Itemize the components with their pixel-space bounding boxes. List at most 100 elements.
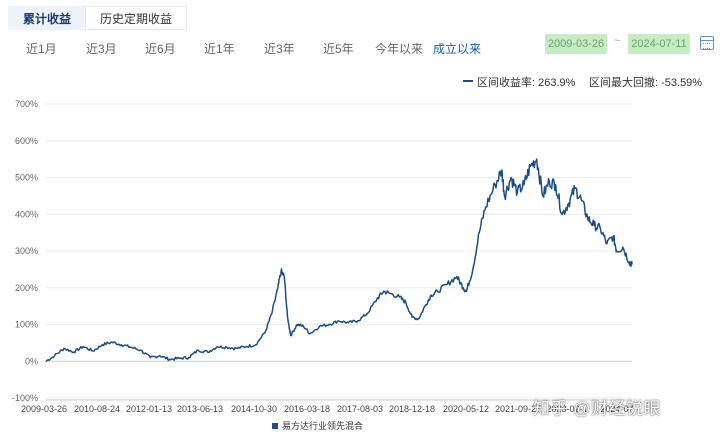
data-point — [446, 283, 448, 285]
x-tick-label: 2016-03-18 — [284, 404, 330, 414]
y-tick-label: 500% — [15, 173, 38, 183]
data-point — [226, 346, 228, 348]
chart-legend[interactable]: 易方达行业领先混合 — [272, 419, 363, 432]
data-point — [140, 349, 142, 351]
x-tick-label: 2017-08-03 — [337, 404, 383, 414]
period-4[interactable]: 近3年 — [264, 42, 295, 56]
data-point — [347, 322, 349, 324]
y-tick-label: 700% — [15, 99, 38, 109]
data-point — [580, 198, 582, 201]
x-tick-label: 2024-07 — [600, 404, 633, 414]
data-point — [574, 187, 576, 190]
calendar-icon[interactable] — [700, 36, 714, 50]
data-point — [437, 290, 439, 292]
data-point — [456, 276, 458, 278]
data-point — [283, 276, 285, 278]
y-tick-label: 300% — [15, 246, 38, 256]
data-point — [485, 206, 487, 208]
series-line[interactable] — [45, 158, 633, 362]
data-point — [366, 312, 368, 315]
data-point — [92, 350, 94, 352]
data-point — [45, 360, 47, 362]
period-6[interactable]: 今年以来 — [375, 42, 424, 56]
data-point — [338, 320, 340, 322]
start-date-field[interactable]: 2009-03-26 — [545, 34, 607, 54]
period-3[interactable]: 近1年 — [204, 42, 235, 56]
data-point — [587, 217, 589, 219]
tab-cumulative-return[interactable]: 累计收益 — [8, 6, 87, 30]
data-point — [318, 325, 321, 327]
period-5[interactable]: 近5年 — [323, 42, 354, 56]
data-point — [523, 184, 525, 186]
data-point — [382, 290, 385, 292]
data-point — [101, 344, 103, 346]
data-point — [120, 344, 122, 346]
period-2[interactable]: 近6月 — [145, 42, 176, 56]
data-point — [606, 243, 608, 245]
y-tick-label: 600% — [15, 136, 38, 146]
data-point — [159, 355, 161, 357]
legend-swatch — [272, 422, 278, 429]
data-point — [82, 346, 84, 348]
cumulative-return-chart: 700% 600% 500% 400% 300% 200% 100% 0% -100%2009-… — [12, 99, 634, 414]
data-point — [53, 355, 56, 357]
data-point — [417, 318, 420, 320]
legend-series-name: 易方达行业领先混合 — [282, 421, 364, 431]
end-date-field[interactable]: 2024-07-11 — [628, 34, 690, 54]
period-0[interactable]: 近1月 — [26, 42, 57, 56]
data-point — [622, 246, 624, 248]
data-point — [309, 333, 311, 335]
data-point — [207, 351, 209, 353]
data-point — [286, 316, 289, 318]
data-point — [264, 331, 266, 333]
data-point — [462, 287, 464, 289]
data-point — [555, 184, 557, 186]
data-point — [111, 341, 113, 343]
data-point — [542, 195, 544, 197]
interval-return: 区间收益率: 263.9% — [477, 77, 576, 89]
data-point — [255, 344, 257, 346]
x-tick-label: 2014-10-30 — [231, 404, 277, 414]
data-point — [616, 250, 618, 252]
y-tick-label: 400% — [15, 209, 38, 219]
data-point — [411, 316, 413, 318]
x-tick-label: 2013-06-13 — [177, 404, 223, 414]
period-1[interactable]: 近3月 — [86, 42, 117, 56]
data-point — [561, 213, 563, 215]
data-point — [405, 301, 407, 303]
data-point — [529, 165, 531, 168]
data-point — [599, 228, 602, 230]
data-point — [197, 349, 199, 351]
period-7[interactable]: 成立以来 — [433, 42, 482, 56]
x-tick-label: 2023-02-1 — [546, 404, 587, 414]
x-tick-label: 2010-08-24 — [74, 404, 120, 414]
data-point — [63, 347, 65, 349]
y-tick-label: 0% — [25, 356, 38, 366]
y-tick-label: 200% — [15, 283, 38, 293]
data-point — [398, 296, 400, 298]
y-tick-label: 100% — [15, 320, 38, 330]
data-point — [510, 176, 512, 179]
data-point — [628, 261, 630, 263]
x-tick-label: 2012-01-13 — [126, 404, 172, 414]
data-point — [516, 191, 519, 193]
watermark: 知乎 @财经锐眼 — [533, 399, 661, 418]
data-point — [389, 292, 391, 294]
data-point — [631, 263, 633, 265]
data-point — [478, 232, 480, 234]
data-point — [73, 351, 75, 353]
date-separator: ~ — [614, 35, 621, 47]
data-point — [430, 294, 432, 296]
data-point — [376, 298, 378, 300]
data-point — [245, 346, 247, 348]
tab-periodic-return[interactable]: 历史定期收益 — [85, 6, 188, 30]
x-tick-label: 2018-12-18 — [389, 404, 435, 414]
data-point — [424, 305, 426, 307]
data-point — [280, 270, 282, 272]
data-point — [472, 268, 474, 270]
data-point — [188, 357, 190, 359]
data-point — [612, 235, 614, 237]
data-point — [465, 290, 467, 292]
x-tick-label: 2020-05-12 — [443, 404, 489, 414]
data-point — [271, 312, 273, 315]
